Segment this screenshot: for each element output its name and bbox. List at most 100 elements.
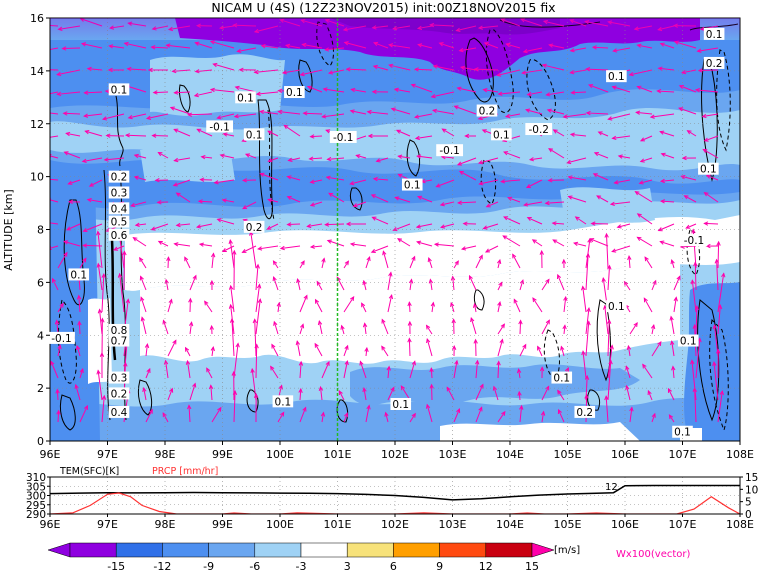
wind-vector-head: [642, 363, 647, 369]
wind-vector: [222, 132, 235, 137]
wind-vector: [496, 69, 521, 77]
wind-vector-shaft: [694, 262, 697, 291]
wind-vector-head: [228, 303, 234, 309]
wind-vector-shaft: [717, 241, 720, 269]
wind-vector-head: [210, 252, 216, 258]
wind-vector: [199, 177, 213, 182]
wind-vector-shaft: [568, 196, 587, 203]
wind-vector: [175, 192, 191, 203]
wind-vector-head: [173, 157, 179, 163]
wind-vector-shaft: [518, 391, 521, 401]
wind-vector: [384, 411, 389, 423]
wind-vector: [497, 281, 503, 291]
wind-vector-head: [350, 87, 356, 93]
wind-vector: [397, 238, 411, 247]
wind-vector: [234, 85, 257, 93]
wind-vector: [552, 239, 565, 247]
wind-vector: [585, 306, 591, 335]
wind-vector-shaft: [668, 388, 675, 401]
wind-vector-head: [273, 320, 278, 326]
wind-vector-shaft: [506, 43, 521, 49]
wind-vector-shaft: [363, 388, 367, 401]
wind-vector-head: [585, 67, 591, 72]
wind-vector-head: [309, 244, 315, 249]
wind-vector: [650, 323, 656, 335]
wind-vector: [107, 67, 125, 73]
wind-vector: [309, 134, 323, 139]
wind-vector-shaft: [628, 256, 631, 269]
wind-vector: [74, 383, 81, 401]
contour-label: 0.3: [108, 371, 130, 385]
wind-vector-head: [260, 44, 266, 49]
wind-vector-head: [611, 135, 617, 141]
wind-vector-head: [40, 111, 44, 114]
wind-vector: [373, 41, 389, 49]
wind-vector-shaft: [627, 345, 631, 357]
wind-vector-shaft: [417, 155, 433, 159]
wind-vector: [660, 152, 675, 159]
wind-vector: [426, 337, 433, 357]
wind-vector-shaft: [350, 179, 367, 185]
wind-vector: [669, 315, 675, 335]
wind-vector-shaft: [302, 43, 323, 49]
wind-vector-head: [636, 236, 642, 241]
contour-label-box: [390, 397, 412, 410]
wind-vector-shaft: [547, 109, 565, 115]
x-axis: 96E 97E 98E 99E 100E 101E 102E 103E 104E 105E 106E…: [40, 441, 754, 461]
wind-vector: [361, 302, 367, 313]
wind-vector-head: [381, 345, 386, 351]
wind-vector: [697, 68, 719, 73]
wind-vector: [57, 344, 62, 357]
wind-vector-shaft: [343, 345, 349, 357]
wind-vector-shaft: [83, 223, 103, 232]
wind-vector-shaft: [387, 272, 392, 291]
wind-vector: [590, 221, 609, 226]
wind-vector-shaft: [176, 192, 191, 203]
surface-x-tick-label: 108E: [726, 518, 754, 531]
contour-label-text: 0.4: [111, 407, 128, 419]
wind-vector-shaft: [409, 279, 413, 291]
wind-vector-head: [306, 85, 312, 90]
wind-vector-shaft: [526, 109, 543, 115]
wind-vector-head: [668, 414, 674, 420]
wind-vector-head: [303, 294, 308, 300]
wind-vector-head: [597, 131, 603, 136]
wind-vector: [221, 245, 235, 252]
wind-vector-head: [546, 108, 552, 113]
wind-vector-shaft: [497, 302, 501, 313]
wind-vector-head: [703, 137, 709, 142]
wind-vector-shaft: [188, 113, 213, 116]
wind-vector: [195, 223, 213, 229]
wind-vector: [462, 221, 477, 226]
wind-vector-head: [371, 89, 377, 95]
wind-vector-head: [416, 154, 422, 159]
wind-vector: [324, 222, 345, 227]
contour-label-box: [606, 300, 627, 313]
wind-vector-shaft: [299, 407, 307, 423]
wind-vector: [407, 301, 412, 313]
wind-vector-head: [371, 216, 377, 221]
wind-vector: [65, 131, 81, 137]
wind-vector: [414, 113, 433, 119]
wind-vector-shaft: [83, 244, 103, 247]
wind-vector: [561, 258, 567, 269]
wind-vector-head: [188, 321, 194, 327]
wind-vector-head: [560, 345, 565, 351]
wind-vector-shaft: [570, 47, 587, 52]
wind-vector-shaft: [670, 316, 675, 335]
wind-vector-head: [361, 302, 366, 308]
wind-vector-shaft: [271, 344, 279, 357]
wind-vector-shaft: [650, 113, 675, 118]
wind-vector-head: [65, 131, 71, 137]
contour-label-text: 0.1: [680, 336, 697, 348]
wind-vector-shaft: [461, 245, 477, 250]
contour-label: 0.1: [606, 300, 627, 313]
field-upper-cyan-patch-3: [140, 148, 235, 182]
wind-vector-head: [659, 130, 665, 135]
contour-label: 0.1: [235, 91, 256, 104]
contour-label-box: [551, 371, 573, 384]
wind-vector-shaft: [323, 88, 345, 93]
wind-vector-head: [574, 216, 580, 221]
wind-vector-shaft: [350, 110, 367, 115]
wind-vector: [609, 201, 631, 207]
